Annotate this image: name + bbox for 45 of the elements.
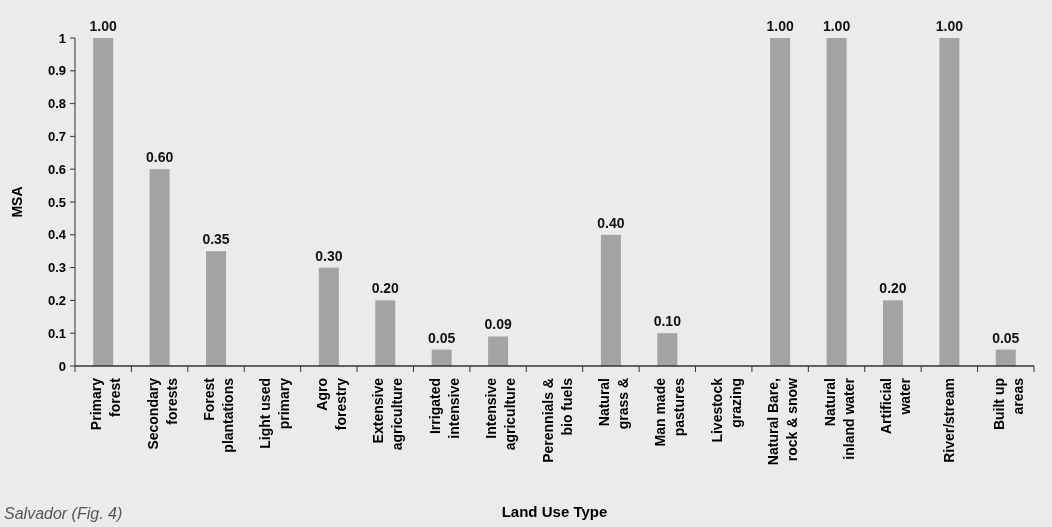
bar bbox=[431, 349, 452, 366]
bar bbox=[206, 251, 227, 366]
data-label: 0.35 bbox=[202, 231, 230, 248]
text: Salvador (Fig. 4) bbox=[4, 505, 123, 522]
data-label: 0.20 bbox=[879, 280, 907, 297]
bar bbox=[488, 336, 509, 366]
y-tick-label: 0.9 bbox=[47, 63, 66, 79]
y-tick-label: 0.2 bbox=[47, 292, 66, 308]
y-tick-label: 0 bbox=[58, 358, 66, 374]
x-axis-title: Land Use Type bbox=[501, 503, 608, 520]
y-tick-label: 0.4 bbox=[47, 227, 67, 243]
bar bbox=[770, 38, 791, 366]
bar bbox=[826, 38, 847, 366]
data-label: 0.40 bbox=[597, 214, 625, 231]
y-tick-label: 0.7 bbox=[47, 128, 66, 144]
bar bbox=[375, 300, 396, 366]
bar bbox=[149, 169, 170, 366]
data-label: 0.30 bbox=[315, 247, 343, 264]
y-tick-label: 0.5 bbox=[47, 194, 66, 210]
bar bbox=[657, 333, 678, 366]
x-tick-label: Built up areas bbox=[990, 377, 1026, 431]
data-label: 0.20 bbox=[371, 280, 400, 297]
y-tick-label: 1 bbox=[58, 30, 66, 46]
data-label: 1.00 bbox=[935, 18, 964, 34]
x-tick-label: Primary forest bbox=[88, 377, 124, 431]
y-tick-label: 0.1 bbox=[47, 325, 66, 341]
y-axis-title: MSA bbox=[9, 186, 25, 218]
bar bbox=[995, 349, 1016, 366]
bar bbox=[939, 38, 960, 366]
data-label: 1.00 bbox=[766, 18, 794, 34]
y-tick-label: 0.8 bbox=[47, 96, 66, 112]
data-label: 1.00 bbox=[89, 18, 118, 34]
data-label: 0.09 bbox=[484, 316, 512, 333]
bar bbox=[318, 267, 339, 366]
data-label: 0.05 bbox=[428, 329, 456, 346]
y-tick-label: 0.3 bbox=[47, 260, 66, 276]
bar bbox=[93, 38, 114, 366]
data-label: 0.05 bbox=[992, 329, 1020, 346]
data-label: 0.10 bbox=[653, 313, 682, 330]
bar bbox=[600, 234, 621, 366]
y-tick-label: 0.6 bbox=[47, 161, 66, 177]
data-label: 1.00 bbox=[822, 18, 851, 34]
data-label: 0.60 bbox=[145, 149, 174, 166]
x-tick-label: River/stream bbox=[941, 378, 958, 463]
bar bbox=[882, 300, 903, 366]
